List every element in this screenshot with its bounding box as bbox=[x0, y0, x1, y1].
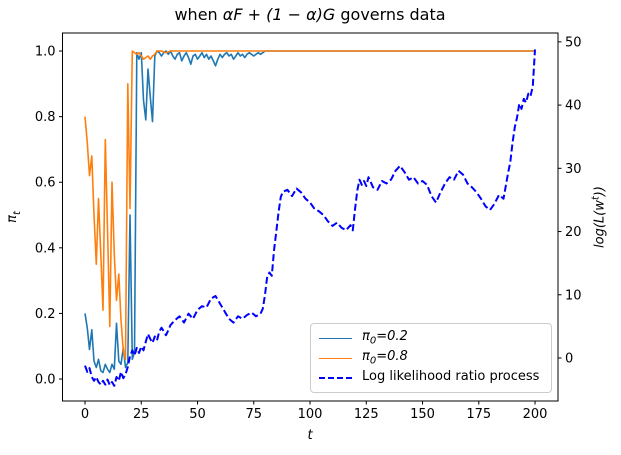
y-left-tick-label: 0.0 bbox=[35, 373, 56, 388]
y-left-tick-label: 0.4 bbox=[35, 241, 56, 256]
legend-line-sample-pi02 bbox=[319, 337, 352, 339]
legend-line-sample-pi08 bbox=[319, 357, 352, 359]
x-tick-label: 50 bbox=[189, 407, 206, 422]
y-left-tick-label: 0.6 bbox=[35, 176, 56, 191]
x-tick-label: 0 bbox=[81, 407, 89, 422]
x-tick-label: 75 bbox=[245, 407, 262, 422]
y-axis-label-left: πt bbox=[5, 211, 23, 223]
series-pi0-02 bbox=[84, 50, 535, 374]
x-tick-label: 100 bbox=[298, 407, 323, 422]
legend-entry-pi02: π0=0.2 bbox=[319, 330, 543, 347]
chart-title: when αF + (1 − α)G governs data bbox=[62, 5, 558, 24]
legend-label-pi08: π0=0.8 bbox=[362, 348, 408, 367]
legend-entry-llr: Log likelihood ratio process bbox=[319, 370, 543, 387]
ylabel-right-pre: log(L(w bbox=[592, 200, 608, 248]
series-log-likelihood bbox=[84, 49, 536, 387]
y-right-tick-label: 0 bbox=[565, 352, 573, 367]
y-left-tick-label: 1.0 bbox=[35, 45, 56, 60]
series-pi0-08 bbox=[84, 50, 535, 361]
y-right-tick-label: 50 bbox=[565, 35, 582, 50]
y-left-tick-label: 0.2 bbox=[35, 307, 56, 322]
y-left-tick-label: 0.8 bbox=[35, 110, 56, 125]
title-suffix: governs data bbox=[335, 5, 446, 24]
title-math: αF + (1 − α)G bbox=[222, 5, 336, 24]
y-axis-label-right: log(L(wt)) bbox=[590, 186, 607, 248]
x-tick-label: 175 bbox=[466, 407, 491, 422]
x-tick-label: 25 bbox=[133, 407, 150, 422]
x-tick-label: 150 bbox=[410, 407, 435, 422]
ylabel-left-sub: t bbox=[11, 211, 23, 216]
legend-line-sample-llr bbox=[319, 377, 352, 379]
legend: π0=0.2 π0=0.8 Log likelihood ratio proce… bbox=[310, 323, 552, 393]
title-prefix: when bbox=[174, 5, 223, 24]
ylabel-right-sup: t bbox=[590, 196, 602, 201]
axes-spines bbox=[62, 32, 559, 402]
x-tick-label: 200 bbox=[523, 407, 548, 422]
x-tick-label: 125 bbox=[354, 407, 379, 422]
y-right-tick-label: 20 bbox=[565, 225, 582, 240]
y-right-tick-label: 10 bbox=[565, 288, 582, 303]
y-right-tick-label: 40 bbox=[565, 99, 582, 114]
x-axis-label: t bbox=[307, 428, 313, 443]
legend-label-llr: Log likelihood ratio process bbox=[362, 368, 540, 384]
y-right-tick-label: 30 bbox=[565, 162, 582, 177]
ylabel-right-post: )) bbox=[592, 186, 608, 197]
legend-label-pi02: π0=0.2 bbox=[362, 328, 408, 347]
legend-entry-pi08: π0=0.8 bbox=[319, 350, 543, 367]
ylabel-left-base: π bbox=[5, 215, 21, 223]
